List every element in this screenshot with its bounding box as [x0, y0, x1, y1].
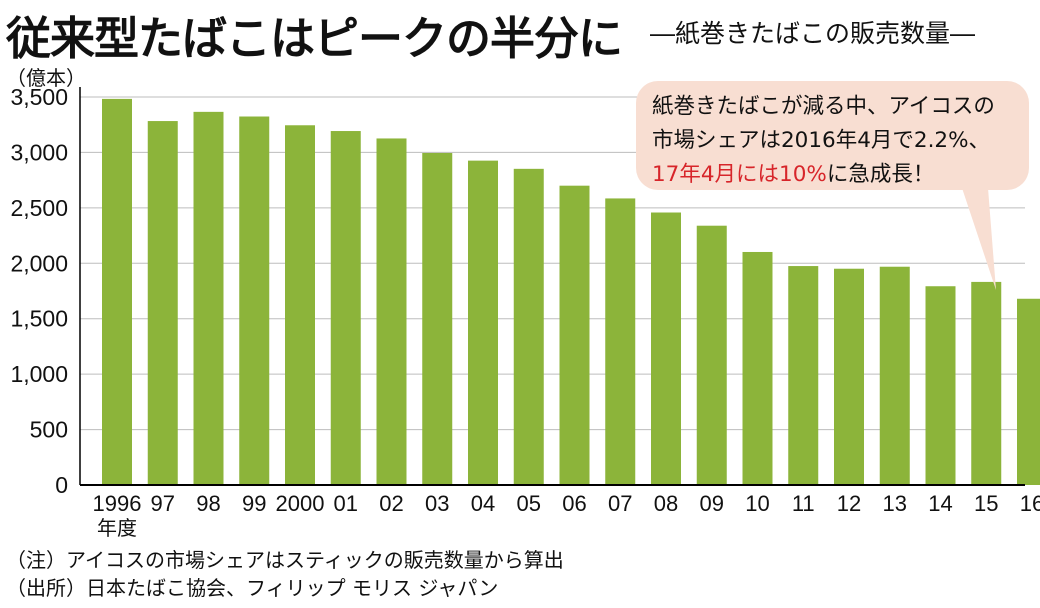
- callout-pointer: [962, 188, 996, 290]
- callout-line-1: 紙巻きたばこが減る中、アイコスの: [652, 94, 995, 119]
- bar: [559, 185, 590, 485]
- bar: [468, 160, 498, 485]
- y-tick-label: 1,500: [10, 306, 68, 332]
- callout-bubble: 紙巻きたばこが減る中、アイコスの 市場シェアは2016年4月で2.2%、 17年…: [636, 81, 1029, 190]
- chart-subtitle: ―紙巻きたばこの販売数量―: [650, 19, 976, 48]
- x-tick-label: 1996: [93, 491, 142, 516]
- bar: [971, 281, 1002, 485]
- y-tick-label: 500: [30, 417, 68, 443]
- bar: [879, 266, 910, 485]
- callout-highlight: 17年4月には10%: [652, 162, 827, 187]
- bar: [147, 121, 178, 485]
- x-tick-label: 06: [562, 491, 586, 516]
- bar: [102, 98, 132, 485]
- x-tick-label: 01: [334, 491, 358, 516]
- chart-title: 従来型たばこはピークの半分に: [6, 12, 623, 65]
- x-tick-label: 05: [517, 491, 541, 516]
- x-tick-label: 98: [196, 491, 220, 516]
- bar: [1017, 298, 1040, 485]
- bar: [239, 116, 270, 485]
- bar: [422, 152, 453, 486]
- x-tick-label: 02: [379, 491, 403, 516]
- x-tick-label: 12: [837, 491, 861, 516]
- x-tick-label: 13: [883, 491, 907, 516]
- x-tick-label: 04: [471, 491, 495, 516]
- bar: [834, 268, 864, 485]
- y-tick-label: 0: [55, 472, 68, 498]
- y-tick-label: 2,000: [10, 250, 68, 276]
- x-tick-label: 16: [1020, 491, 1040, 516]
- bar: [285, 125, 315, 486]
- x-axis-suffix-label: 年度: [97, 516, 137, 540]
- x-tick-label: 07: [608, 491, 632, 516]
- bar: [788, 266, 819, 485]
- source-text: （出所）日本たばこ協会、フィリップ モリス ジャパン: [6, 576, 499, 600]
- callout-line-3: 17年4月には10%に急成長！: [652, 158, 1015, 192]
- x-tick-label: 08: [654, 491, 678, 516]
- x-tick-label: 03: [425, 491, 449, 516]
- callout-line-3-rest: に急成長！: [826, 162, 935, 187]
- bar: [925, 286, 956, 485]
- x-tick-label: 99: [242, 491, 266, 516]
- y-tick-label: 3,000: [10, 139, 68, 165]
- x-tick-label: 09: [700, 491, 724, 516]
- note-text: （注）アイコスの市場シェアはスティックの販売数量から算出: [6, 548, 564, 572]
- bar: [376, 138, 407, 485]
- x-tick-label: 10: [745, 491, 769, 516]
- callout-line-2: 市場シェアは2016年4月で2.2%、: [652, 128, 991, 153]
- bar: [193, 111, 224, 485]
- x-tick-label: 15: [974, 491, 998, 516]
- bar: [651, 212, 681, 486]
- bar: [696, 225, 727, 485]
- y-tick-label: 2,500: [10, 195, 68, 221]
- footnotes: （注）アイコスの市場シェアはスティックの販売数量から算出 （出所）日本たばこ協会…: [6, 546, 564, 602]
- bar: [742, 251, 773, 485]
- x-tick-label: 97: [151, 491, 175, 516]
- y-tick-label: 3,500: [10, 84, 68, 110]
- bar: [513, 168, 544, 485]
- x-tick-label: 14: [928, 491, 952, 516]
- x-tick-label: 11: [792, 491, 815, 516]
- y-tick-label: 1,000: [10, 361, 68, 387]
- y-axis-unit-label: （億本）: [6, 66, 86, 90]
- bar: [605, 198, 636, 486]
- bar: [330, 131, 361, 485]
- x-tick-label: 2000: [276, 491, 325, 516]
